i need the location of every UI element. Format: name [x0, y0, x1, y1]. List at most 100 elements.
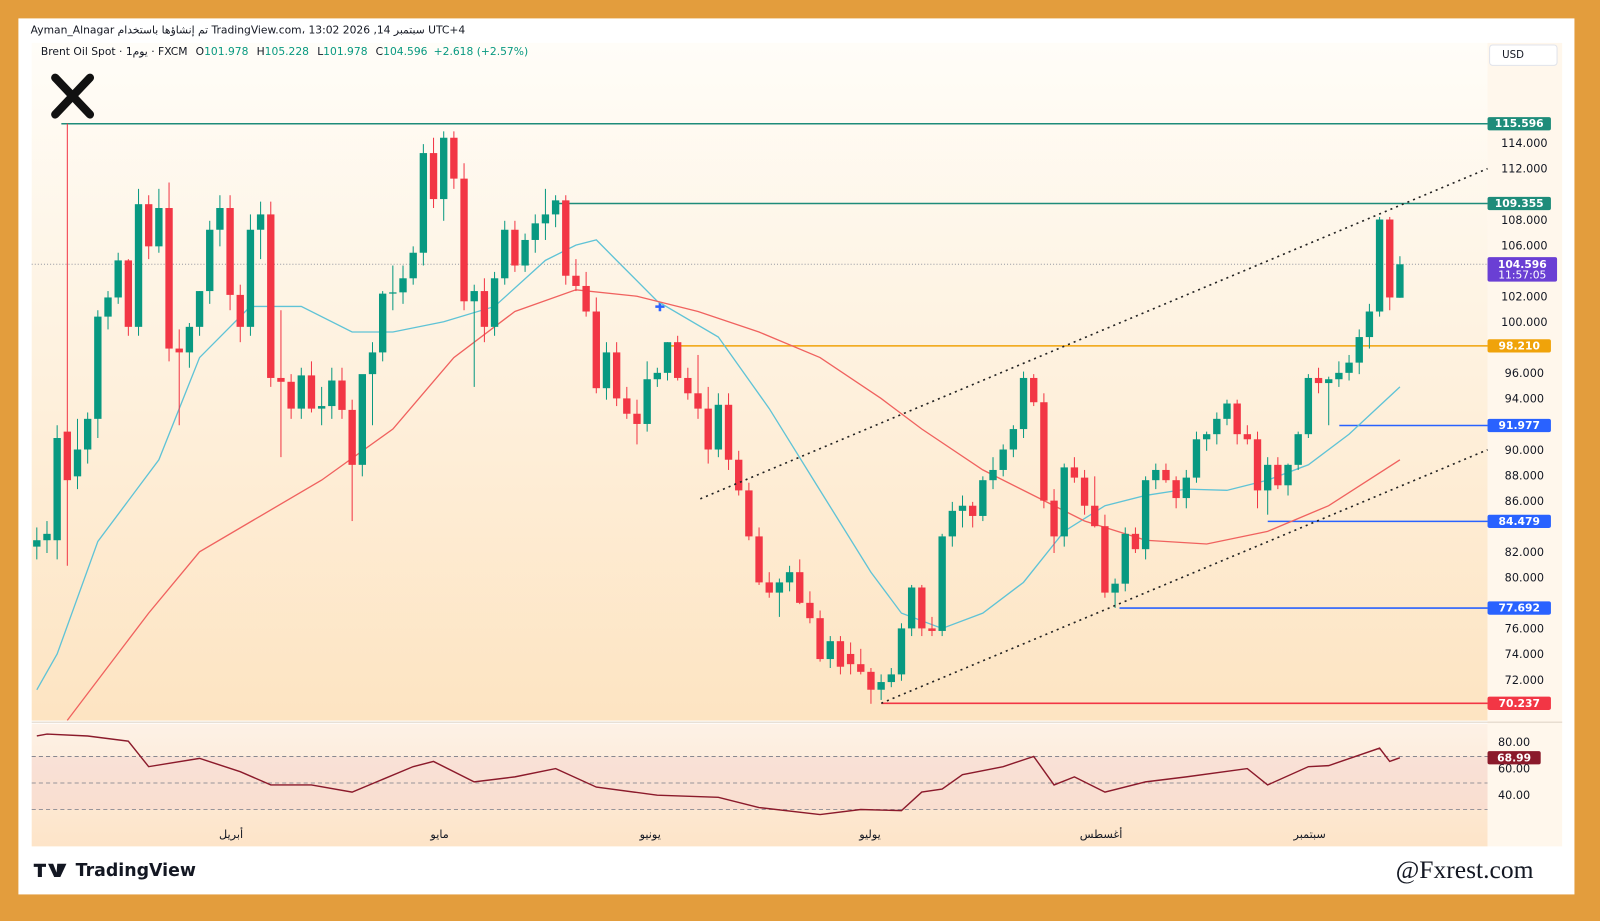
countdown: 11:57:05 [1498, 269, 1546, 282]
candle-body [1335, 372, 1343, 380]
top-text: Ayman_Alnagar تم إنشاؤها باستخدام Tradin… [31, 24, 466, 37]
candle-body [785, 572, 794, 583]
marker [655, 302, 665, 312]
candle-body [1365, 311, 1374, 338]
candle-body [806, 602, 814, 619]
candle-body [755, 536, 763, 583]
brand: TradingView [76, 861, 196, 881]
candle-body [1264, 464, 1272, 491]
current-price-label: 104.596 [1498, 258, 1547, 271]
candle-body [1141, 480, 1150, 550]
candle-body [1345, 362, 1353, 373]
y-tick-label: 100.000 [1501, 316, 1547, 329]
y-tick-label: 80.000 [1505, 572, 1544, 585]
candle-body [551, 200, 560, 215]
candle-body [399, 278, 407, 293]
x-tick-label: أغسطس [1080, 827, 1123, 842]
candle-body [623, 398, 631, 414]
level-label: 70.237 [1499, 697, 1540, 710]
candle-body [694, 393, 702, 409]
candle-body [419, 153, 428, 253]
candle-body [592, 311, 600, 389]
candle-body [989, 469, 997, 481]
candle-body [145, 204, 153, 247]
level-badge [1487, 196, 1551, 211]
candle-body [73, 449, 82, 477]
level-badge [1487, 601, 1551, 615]
candle-body [857, 664, 865, 672]
candle-body [643, 379, 651, 424]
candle-body [1213, 418, 1221, 435]
candle-body [226, 208, 234, 295]
x-tick-label: يونيو [639, 828, 661, 842]
candle-body [368, 352, 377, 375]
level-badge [1487, 339, 1551, 353]
candle-body [1192, 439, 1201, 478]
candle-body [1101, 526, 1109, 593]
logo-mark [51, 73, 95, 119]
level-label: 109.355 [1495, 197, 1544, 210]
candle-body [612, 352, 621, 399]
legend-key: C [376, 45, 383, 58]
level-label: 91.977 [1499, 419, 1540, 432]
candle-body [511, 229, 519, 266]
level-label: 84.479 [1499, 515, 1540, 528]
candle-body [297, 375, 305, 409]
y-tick-label: 72.000 [1505, 674, 1544, 687]
candle-body [1233, 403, 1241, 435]
current-price-badge [1487, 257, 1558, 282]
legend-change: +2.618 (+2.57%) [434, 45, 528, 58]
candle-body [999, 449, 1007, 470]
candle-body [958, 505, 967, 511]
candle-body [470, 291, 478, 302]
y-tick-label: 96.000 [1505, 367, 1544, 380]
candle-body [1030, 377, 1038, 403]
candle-body [124, 260, 133, 327]
candle-body [816, 618, 824, 660]
candle-body [1243, 434, 1252, 440]
candle-body [735, 459, 743, 491]
candle-body [765, 582, 773, 593]
x-tick-label: يوليو [858, 828, 881, 842]
candle-body [307, 375, 316, 409]
candle-body [745, 490, 753, 537]
rsi-value-label: 68.99 [1497, 751, 1531, 764]
candle-body [501, 229, 509, 279]
candle-body [1294, 434, 1302, 465]
candle-body [440, 137, 448, 200]
candle-body [1223, 403, 1231, 419]
candle-body [1019, 377, 1028, 430]
y-tick-label: 88.000 [1505, 469, 1544, 482]
level-label: 98.210 [1499, 339, 1540, 352]
candle-body [1050, 500, 1058, 537]
candle-body [460, 178, 468, 302]
candle-body [409, 252, 417, 279]
watermark: @Fxrest.com [1396, 855, 1534, 884]
candle-body [1314, 377, 1323, 384]
y-tick-label: 90.000 [1505, 444, 1544, 457]
x-tick-label: أبريل [219, 827, 243, 842]
candle-body [653, 372, 662, 380]
candle-body [867, 671, 875, 690]
candle-body [389, 292, 397, 294]
candle-body [663, 342, 672, 373]
candle-body [1070, 467, 1079, 478]
candle-body [1375, 219, 1384, 312]
candle-body [918, 587, 926, 629]
candle-body [277, 377, 285, 382]
candle-body [1172, 480, 1180, 499]
candle-body [114, 260, 122, 298]
candle-body [490, 278, 499, 327]
candle-body [704, 408, 712, 450]
candle-body [246, 229, 255, 327]
candle-body [267, 214, 275, 378]
legend-value: 104.596 [383, 45, 428, 58]
y-tick-label: 76.000 [1505, 623, 1544, 636]
candle-body [846, 653, 855, 665]
candle-body [104, 297, 112, 317]
candle-body [155, 208, 163, 247]
candle-body [826, 641, 834, 660]
y-tick-label: 112.000 [1501, 163, 1547, 176]
currency-button[interactable] [1489, 44, 1558, 66]
